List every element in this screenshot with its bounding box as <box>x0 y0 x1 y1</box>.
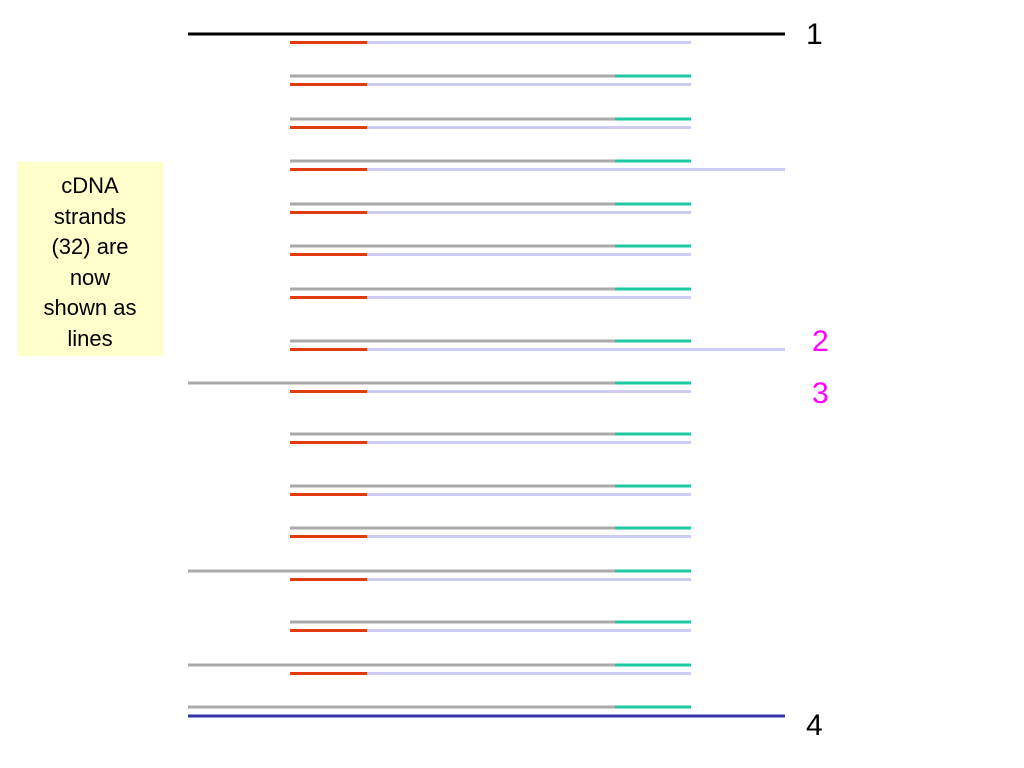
label-4: 4 <box>806 709 823 742</box>
note-line: cDNA <box>61 173 119 198</box>
note-line: lines <box>67 325 113 351</box>
label-1: 1 <box>806 18 823 51</box>
note-line: (32) are <box>51 234 129 259</box>
note-line: shown as <box>43 295 137 320</box>
note-line: strands <box>53 203 127 229</box>
note-line: now <box>69 264 111 290</box>
label-2: 2 <box>812 325 829 358</box>
note-box: cDNA strands (32) are now shown as lines <box>17 162 163 356</box>
strand-lines <box>188 32 785 718</box>
label-3: 3 <box>812 377 829 410</box>
